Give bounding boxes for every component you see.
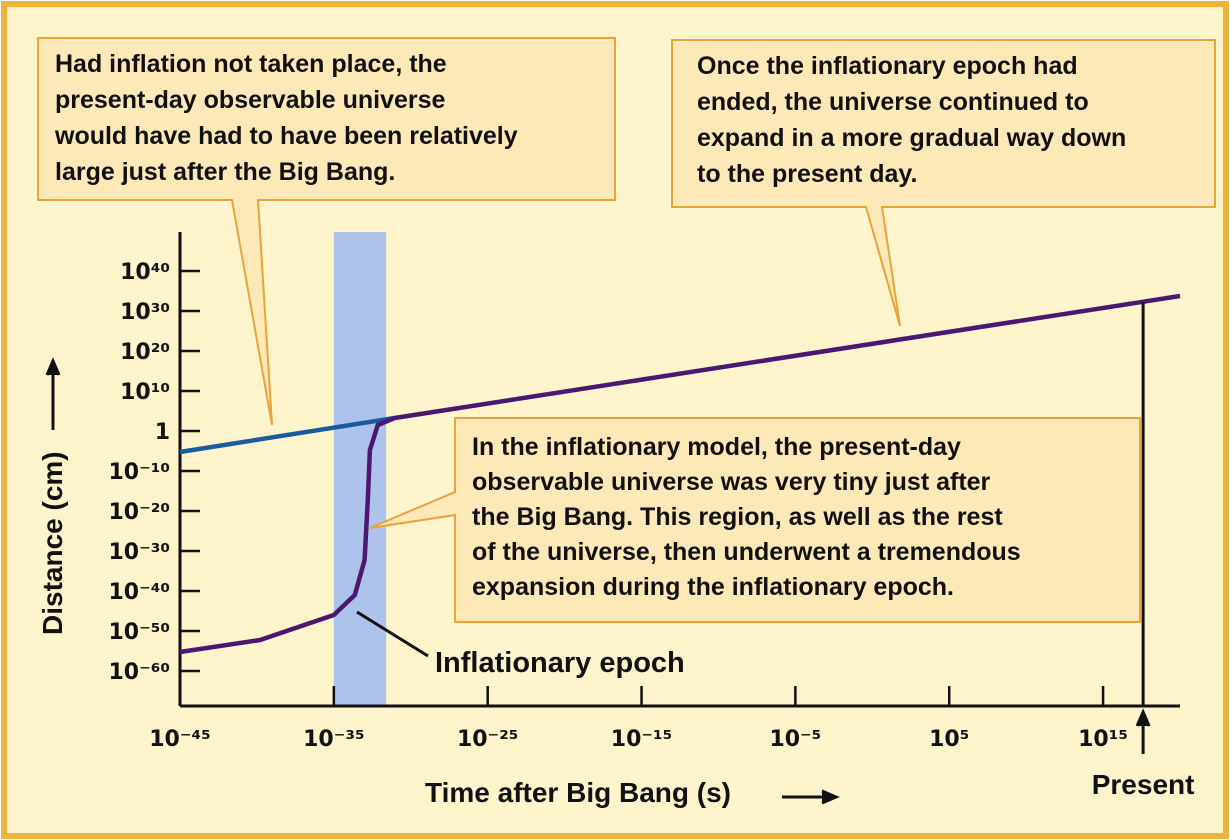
present-label: Present — [1092, 769, 1195, 800]
y-tick-label: 10³⁰ — [120, 300, 170, 325]
annotation-line: expansion during the inflationary epoch. — [472, 573, 954, 601]
annotation-line: ended, the universe continued to — [697, 88, 1089, 116]
annotation-box — [369, 417, 1141, 623]
annotation-line: would have had to have been relatively — [54, 122, 518, 150]
y-tick-label: 1 — [155, 420, 170, 445]
x-axis-label: Time after Big Bang (s) — [425, 777, 731, 808]
annotation-line: Once the inflationary epoch had — [697, 52, 1078, 80]
x-tick-label: 10¹⁵ — [1078, 727, 1128, 752]
present-arrow — [1135, 708, 1151, 754]
annotation-line: of the universe, then underwent a tremen… — [472, 538, 1021, 566]
curve — [179, 415, 396, 455]
y-tick-label: 10⁻²⁰ — [109, 500, 171, 525]
annotation-line: present-day observable universe — [55, 86, 446, 114]
epoch-band — [333, 232, 387, 706]
y-tick-label: 10⁻⁴⁰ — [109, 580, 171, 605]
x-axis-arrow — [782, 789, 840, 805]
annotation-line: Had inflation not taken place, the — [55, 50, 447, 78]
annotation-box — [671, 39, 1216, 327]
x-tick-label: 10⁻¹⁵ — [611, 727, 673, 752]
x-tick-label: 10⁻⁵ — [769, 727, 821, 752]
annotation-box — [37, 37, 616, 426]
epoch-pointer — [356, 610, 429, 658]
y-tick-label: 10⁻¹⁰ — [109, 460, 171, 485]
annotation-line: observable universe was very tiny just a… — [472, 468, 991, 496]
annotation-line: to the present day. — [697, 160, 917, 188]
y-tick-label: 10⁴⁰ — [120, 260, 170, 285]
annotation-line: In the inflationary model, the present-d… — [472, 433, 961, 461]
annotation-line: the Big Bang. This region, as well as th… — [472, 503, 1003, 531]
annotation-line: large just after the Big Bang. — [55, 158, 395, 186]
y-axis-label: Distance (cm) — [37, 451, 68, 635]
annotation-line: expand in a more gradual way down — [697, 124, 1126, 152]
y-tick-label: 10⁻⁵⁰ — [109, 620, 171, 645]
y-tick-label: 10¹⁰ — [120, 380, 170, 405]
epoch-label: Inflationary epoch — [435, 647, 685, 679]
x-tick-label: 10⁵ — [929, 727, 969, 752]
x-tick-label: 10⁻³⁵ — [303, 727, 365, 752]
x-tick-label: 10⁻⁴⁵ — [149, 727, 211, 752]
x-tick-label: 10⁻²⁵ — [457, 727, 519, 752]
curve — [179, 293, 1181, 655]
y-tick-label: 10²⁰ — [120, 340, 170, 365]
y-axis-arrow — [45, 357, 61, 430]
plot-area: 10⁴⁰ 10³⁰ 10²⁰ 10¹⁰ 1 10⁻¹⁰ 10⁻²⁰ 10⁻³⁰ 10⁻⁴⁰ 10⁻… — [109, 232, 1181, 752]
y-tick-label: 10⁻⁶⁰ — [109, 660, 171, 685]
y-tick-label: 10⁻³⁰ — [109, 540, 171, 565]
